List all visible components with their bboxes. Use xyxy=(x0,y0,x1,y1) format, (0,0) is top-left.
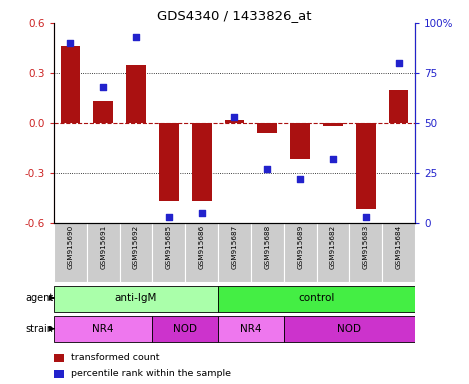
Bar xyxy=(218,223,251,282)
Bar xyxy=(152,223,185,282)
Bar xyxy=(54,223,87,282)
Point xyxy=(264,166,271,172)
Text: GSM915683: GSM915683 xyxy=(363,225,369,269)
Title: GDS4340 / 1433826_at: GDS4340 / 1433826_at xyxy=(157,9,312,22)
Point xyxy=(395,60,402,66)
Text: anti-IgM: anti-IgM xyxy=(115,293,157,303)
Bar xyxy=(284,316,415,342)
Text: GSM915685: GSM915685 xyxy=(166,225,172,269)
Bar xyxy=(87,223,120,282)
Bar xyxy=(54,286,218,311)
Bar xyxy=(218,316,284,342)
Point xyxy=(67,40,74,46)
Bar xyxy=(257,123,277,133)
Bar xyxy=(159,123,179,201)
Text: transformed count: transformed count xyxy=(71,353,160,362)
Text: NOD: NOD xyxy=(337,324,362,334)
Bar xyxy=(54,316,152,342)
Point xyxy=(362,214,370,220)
Bar xyxy=(61,46,80,123)
Text: control: control xyxy=(298,293,335,303)
Bar xyxy=(382,223,415,282)
Bar xyxy=(152,316,218,342)
Point xyxy=(198,210,205,216)
Text: GSM915692: GSM915692 xyxy=(133,225,139,269)
Text: GSM915689: GSM915689 xyxy=(297,225,303,269)
Bar xyxy=(317,223,349,282)
Point xyxy=(296,176,304,182)
Bar xyxy=(290,123,310,159)
Bar xyxy=(120,223,152,282)
Bar xyxy=(349,223,382,282)
Bar xyxy=(225,119,244,123)
Text: strain: strain xyxy=(25,324,53,334)
Text: percentile rank within the sample: percentile rank within the sample xyxy=(71,369,231,378)
Bar xyxy=(284,223,317,282)
Bar xyxy=(389,89,408,123)
Text: NR4: NR4 xyxy=(92,324,114,334)
Bar xyxy=(93,101,113,123)
Text: NR4: NR4 xyxy=(240,324,262,334)
Bar xyxy=(218,286,415,311)
Point xyxy=(165,214,173,220)
Point xyxy=(99,84,107,90)
Point xyxy=(132,34,140,40)
Bar xyxy=(251,223,284,282)
Text: agent: agent xyxy=(25,293,53,303)
Text: GSM915691: GSM915691 xyxy=(100,225,106,269)
Bar xyxy=(356,123,376,209)
Text: GSM915688: GSM915688 xyxy=(265,225,270,269)
Bar xyxy=(126,65,146,123)
Bar xyxy=(185,223,218,282)
Text: GSM915690: GSM915690 xyxy=(68,225,73,269)
Bar xyxy=(323,123,343,126)
Text: GSM915687: GSM915687 xyxy=(232,225,237,269)
Point xyxy=(329,156,337,162)
Text: NOD: NOD xyxy=(173,324,197,334)
Text: GSM915682: GSM915682 xyxy=(330,225,336,269)
Point xyxy=(231,114,238,120)
Bar xyxy=(192,123,212,201)
Text: GSM915684: GSM915684 xyxy=(396,225,401,269)
Text: GSM915686: GSM915686 xyxy=(199,225,204,269)
